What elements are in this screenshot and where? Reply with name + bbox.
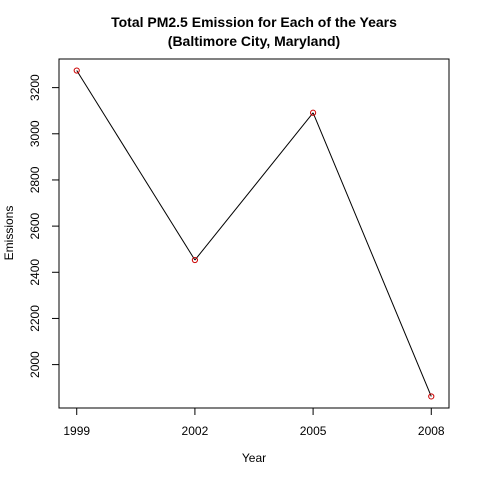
x-axis: 1999 2002 2005 2008 bbox=[63, 408, 445, 438]
line-segment bbox=[312, 112, 432, 397]
x-tick-label: 2002 bbox=[182, 424, 209, 438]
emissions-series bbox=[73, 67, 435, 400]
y-axis-label: Emissions bbox=[2, 206, 16, 261]
y-tick-label: 2800 bbox=[28, 166, 42, 193]
x-tick-label: 2008 bbox=[418, 424, 445, 438]
x-tick-label: 2005 bbox=[300, 424, 327, 438]
y-axis: 2000 2200 2400 2600 2800 3000 3200 bbox=[28, 74, 59, 378]
x-tick-label: 1999 bbox=[63, 424, 90, 438]
x-axis-label: Year bbox=[242, 451, 266, 465]
line-segment bbox=[76, 70, 196, 261]
y-tick-label: 3000 bbox=[28, 120, 42, 147]
y-tick-label: 2000 bbox=[28, 351, 42, 378]
chart-title: Total PM2.5 Emission for Each of the Yea… bbox=[111, 14, 397, 30]
y-tick-label: 2600 bbox=[28, 212, 42, 239]
plot-area bbox=[58, 58, 450, 409]
data-point bbox=[73, 67, 80, 74]
data-point bbox=[191, 256, 199, 264]
line-segment bbox=[194, 112, 314, 261]
data-point bbox=[428, 393, 435, 400]
chart-subtitle: (Baltimore City, Maryland) bbox=[168, 33, 340, 49]
y-tick-label: 3200 bbox=[28, 74, 42, 101]
y-tick-label: 2200 bbox=[28, 305, 42, 332]
y-tick-label: 2400 bbox=[28, 259, 42, 286]
data-point bbox=[309, 109, 317, 116]
